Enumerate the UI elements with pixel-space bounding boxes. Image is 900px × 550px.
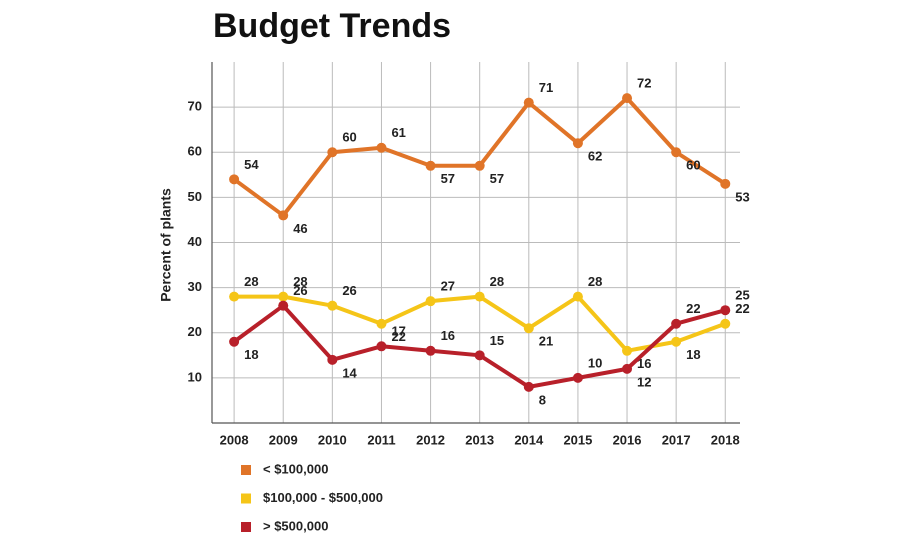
data-label: 60 — [342, 130, 356, 145]
data-label: 17 — [391, 324, 405, 339]
point — [572, 138, 583, 149]
data-label: 16 — [441, 328, 455, 343]
data-label: 28 — [490, 274, 504, 289]
point — [720, 178, 731, 189]
point — [474, 291, 485, 302]
y-tick-label: 70 — [188, 99, 202, 114]
legend-label: $100,000 - $500,000 — [263, 490, 383, 505]
point — [523, 381, 534, 392]
point — [720, 318, 731, 329]
data-label: 27 — [441, 279, 455, 294]
data-label: 14 — [342, 365, 357, 380]
point — [425, 160, 436, 171]
point — [229, 174, 240, 185]
data-label: 18 — [244, 347, 258, 362]
point — [622, 363, 633, 374]
data-label: 62 — [588, 149, 602, 164]
point — [376, 142, 387, 153]
data-label: 54 — [244, 157, 259, 172]
legend-swatch — [241, 465, 251, 475]
x-tick-label: 2010 — [318, 432, 347, 447]
point — [622, 93, 633, 104]
point — [278, 300, 289, 311]
x-tick-label: 2014 — [514, 432, 544, 447]
data-label: 25 — [735, 288, 749, 303]
point — [622, 345, 633, 356]
point — [327, 354, 338, 365]
x-tick-label: 2008 — [220, 432, 249, 447]
x-tick-label: 2016 — [613, 432, 642, 447]
legend-label: > $500,000 — [263, 518, 328, 533]
data-label: 60 — [686, 158, 700, 173]
legend-swatch — [241, 522, 251, 532]
legend-swatch — [241, 493, 251, 504]
data-label: 12 — [637, 374, 651, 389]
data-label: 71 — [539, 80, 553, 95]
point — [720, 305, 731, 316]
data-label: 57 — [490, 171, 504, 186]
point — [671, 318, 682, 329]
y-tick-label: 40 — [188, 234, 202, 249]
x-tick-label: 2013 — [465, 432, 494, 447]
x-tick-label: 2017 — [662, 432, 691, 447]
point — [376, 341, 387, 352]
x-tick-label: 2009 — [269, 432, 298, 447]
y-tick-label: 50 — [188, 189, 202, 204]
data-label: 26 — [342, 283, 356, 298]
point — [327, 147, 338, 158]
point — [327, 300, 338, 311]
data-label: 61 — [391, 125, 405, 140]
point — [425, 296, 436, 307]
point — [278, 210, 289, 221]
data-label: 22 — [735, 301, 749, 316]
y-axis-title: Percent of plants — [158, 188, 174, 302]
data-label: 22 — [686, 301, 700, 316]
chart-title: Budget Trends — [213, 7, 451, 45]
point — [229, 291, 240, 302]
point — [376, 318, 387, 329]
point — [474, 160, 485, 171]
point — [278, 291, 289, 302]
data-label: 26 — [293, 283, 307, 298]
data-label: 28 — [588, 274, 602, 289]
data-label: 22 — [391, 329, 405, 344]
point — [523, 323, 534, 334]
data-label: 28 — [244, 274, 258, 289]
data-label: 8 — [539, 392, 546, 407]
data-label: 53 — [735, 189, 749, 204]
data-label: 72 — [637, 76, 651, 91]
point — [474, 350, 485, 361]
x-tick-label: 2015 — [563, 432, 592, 447]
point — [572, 372, 583, 383]
data-label: 16 — [637, 356, 651, 371]
data-label: 57 — [441, 171, 455, 186]
point — [523, 97, 534, 108]
data-label: 15 — [490, 333, 504, 348]
legend-label: < $100,000 — [263, 461, 328, 476]
point — [425, 345, 436, 356]
point — [671, 336, 682, 347]
y-tick-label: 60 — [188, 144, 202, 159]
data-label: 18 — [686, 347, 700, 362]
x-tick-label: 2012 — [416, 432, 445, 447]
y-tick-label: 10 — [188, 369, 202, 384]
y-tick-label: 20 — [188, 324, 202, 339]
point — [229, 336, 240, 347]
data-label: 21 — [539, 334, 553, 349]
data-label: 28 — [293, 274, 307, 289]
x-tick-label: 2018 — [711, 432, 740, 447]
y-tick-label: 30 — [188, 279, 202, 294]
data-label: 46 — [293, 221, 307, 236]
data-label: 10 — [588, 355, 602, 370]
point — [572, 291, 583, 302]
point — [671, 147, 682, 158]
x-tick-label: 2011 — [367, 432, 395, 447]
